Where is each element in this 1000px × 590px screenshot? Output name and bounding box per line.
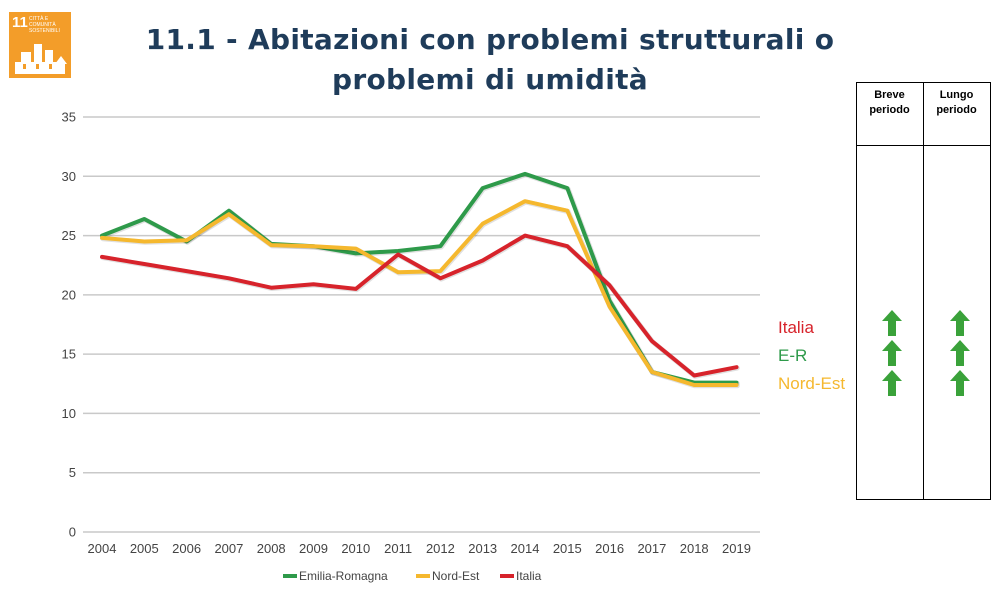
series-line-nord-est [100, 199, 739, 387]
x-tick-label: 2011 [384, 541, 412, 556]
x-tick-label: 2004 [88, 541, 117, 556]
label-emilia-romagna: E-R [778, 346, 808, 365]
x-tick-label: 2006 [172, 541, 201, 556]
x-tick-label: 2013 [468, 541, 497, 556]
x-axis-ticks: 2004 2005 2006 2007 2008 2009 2010 2011 2012 2013… [88, 541, 751, 556]
y-tick-label: 20 [62, 287, 76, 302]
x-tick-label: 2017 [637, 541, 666, 556]
label-nord-est: Nord-Est [778, 374, 846, 393]
up-arrow-icon [882, 340, 902, 366]
label-italia: Italia [778, 318, 814, 337]
x-tick-label: 2010 [341, 541, 370, 556]
x-tick-label: 2019 [722, 541, 751, 556]
series-line-italia [100, 233, 739, 378]
up-arrow-icon [950, 310, 970, 336]
legend-label: Emilia-Romagna [299, 569, 388, 583]
x-tick-label: 2016 [595, 541, 624, 556]
sdg-number: 11 [12, 14, 28, 31]
up-arrow-icon [950, 370, 970, 396]
header-long-term: Lungo periodo [936, 89, 977, 116]
header-short-term: Breve periodo [869, 89, 910, 116]
y-tick-label: 15 [62, 347, 76, 362]
x-tick-label: 2009 [299, 541, 328, 556]
legend-label: Nord-Est [432, 569, 480, 583]
up-arrow-icon [950, 340, 970, 366]
sdg-11-logo: 11 CITTÀ E COMUNITÀ SOSTENIBILI [9, 12, 71, 78]
series-lines [100, 171, 740, 389]
y-axis-ticks: 0 5 10 15 20 25 30 35 [62, 110, 76, 540]
legend-label: Italia [516, 569, 542, 583]
x-tick-label: 2007 [214, 541, 243, 556]
city-icon [15, 44, 67, 74]
x-tick-label: 2018 [680, 541, 709, 556]
chart-legend: Emilia-Romagna Nord-Est Italia [283, 569, 542, 583]
x-tick-label: 2015 [553, 541, 582, 556]
x-tick-label: 2005 [130, 541, 159, 556]
up-arrow-icon [882, 310, 902, 336]
x-tick-label: 2008 [257, 541, 286, 556]
y-tick-label: 35 [62, 110, 76, 125]
grid-lines [83, 116, 760, 533]
x-tick-label: 2014 [511, 541, 540, 556]
up-arrow-icon [882, 370, 902, 396]
y-tick-label: 10 [62, 406, 76, 421]
sdg-caption: CITTÀ E COMUNITÀ SOSTENIBILI [29, 16, 60, 34]
trend-table: Breve periodo Lungo periodo [856, 82, 991, 500]
y-tick-label: 25 [62, 228, 76, 243]
y-tick-label: 30 [62, 169, 76, 184]
y-tick-label: 5 [69, 465, 76, 480]
x-tick-label: 2012 [426, 541, 455, 556]
page-title: 11.1 - Abitazioni con problemi struttura… [145, 23, 835, 96]
y-tick-label: 0 [69, 525, 76, 540]
